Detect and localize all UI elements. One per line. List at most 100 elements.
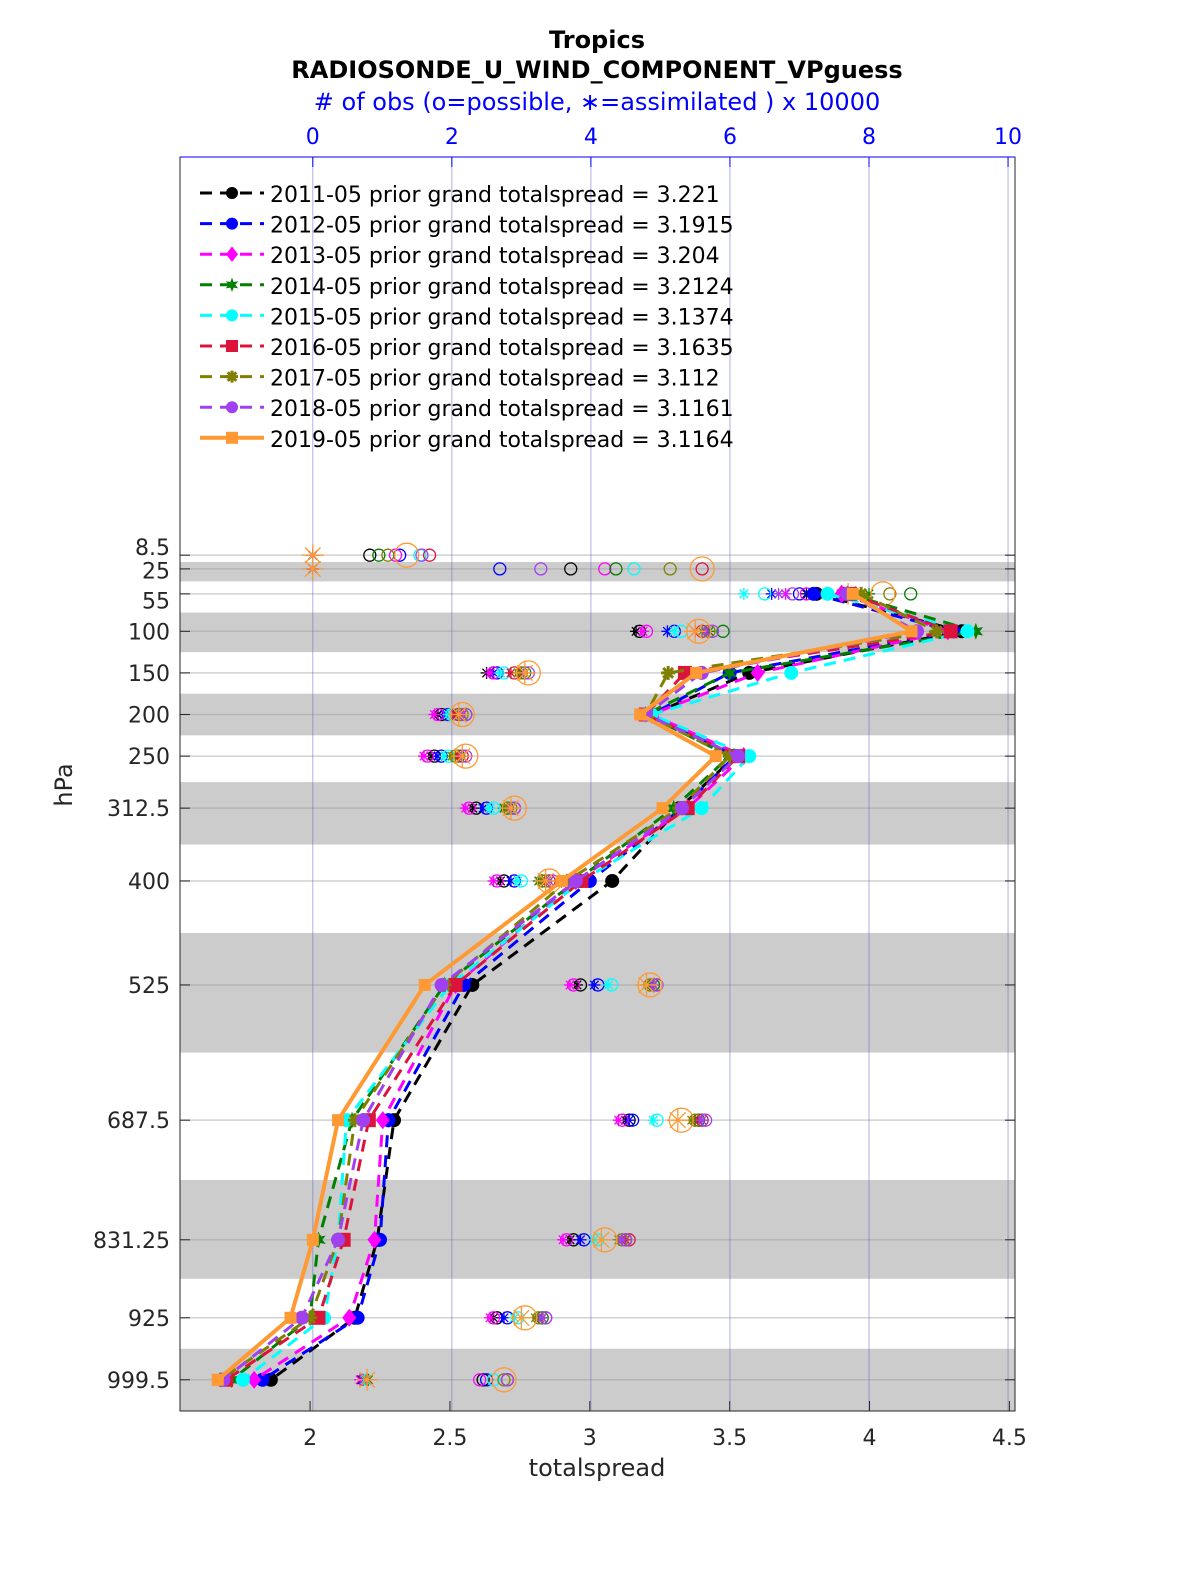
- assimilated-marker: [451, 745, 474, 768]
- marker-square: [690, 666, 703, 679]
- marker-circle: [226, 401, 238, 414]
- assimilated-marker: [623, 1114, 636, 1127]
- axes: 8.52555100150200250312.5400525687.5831.2…: [93, 125, 1027, 1451]
- assimilated-marker: [494, 666, 507, 679]
- possible-obs-marker: [381, 548, 395, 562]
- marker-circle: [434, 977, 449, 992]
- assimilated-marker: [536, 1311, 549, 1324]
- y-tick-label: 8.5: [135, 536, 170, 561]
- assimilated-marker: [574, 1233, 587, 1246]
- data-point: [968, 622, 984, 640]
- assimilated-marker: [588, 978, 601, 991]
- data-point: [960, 624, 975, 639]
- legend-label: 2018-05 prior grand totalspread = 3.1161: [270, 397, 734, 422]
- asterisk-stroke: [638, 626, 648, 637]
- y-tick-label: 150: [128, 662, 170, 687]
- assimilated-marker: [616, 1233, 629, 1246]
- possible-obs-marker: [785, 587, 800, 601]
- data-point: [731, 749, 746, 764]
- asterisk-stroke: [530, 1313, 540, 1323]
- asterisk-stroke: [773, 589, 784, 599]
- shaded-bands: [180, 562, 1015, 1411]
- marker-hexagram: [968, 622, 984, 640]
- asterisk-stroke: [506, 876, 516, 886]
- assimilated-marker: [602, 978, 615, 991]
- asterisk-stroke: [429, 709, 440, 720]
- asterisk-stroke: [488, 876, 499, 886]
- legend-marker: [225, 277, 239, 292]
- shaded-band: [180, 1348, 1015, 1411]
- marker-square: [656, 802, 669, 815]
- assimilated-marker: [564, 978, 577, 991]
- marker-circle: [356, 1113, 371, 1128]
- legend-entry: 2011-05 prior grand totalspread = 3.221: [200, 183, 720, 208]
- legend-entry: 2017-05 prior grand totalspread = 3.112: [200, 367, 720, 392]
- data-point: [255, 1372, 270, 1387]
- data-point: [448, 977, 463, 992]
- x-tick-label: 2.5: [432, 1426, 467, 1451]
- asterisk-stroke: [433, 751, 443, 761]
- assimilated-marker: [510, 1306, 533, 1329]
- marker-square: [226, 431, 238, 444]
- assimilated-marker: [570, 978, 583, 991]
- marker-square: [846, 587, 859, 600]
- x-tick-label: 3.5: [712, 1426, 747, 1451]
- y-tick-label: 400: [128, 870, 170, 895]
- marker-hexagram: [225, 277, 239, 292]
- assimilated-marker: [511, 874, 524, 887]
- data-point: [905, 625, 918, 638]
- data-point: [634, 708, 647, 721]
- possible-obs-marker: [792, 587, 807, 601]
- shaded-band: [180, 693, 1015, 736]
- asterisk-stroke: [499, 1313, 509, 1323]
- data-point: [690, 666, 703, 679]
- asterisk-stroke: [450, 706, 468, 723]
- data-point: [434, 977, 449, 992]
- assimilated-marker: [637, 625, 650, 638]
- legend-entry: 2018-05 prior grand totalspread = 3.1161: [200, 397, 734, 422]
- asterisk-stroke: [669, 626, 680, 637]
- asterisk-stroke: [513, 876, 523, 886]
- y-tick-label: 55: [142, 589, 170, 614]
- asterisk-stroke: [593, 1231, 610, 1249]
- series-line: [230, 592, 977, 1381]
- marker-diamond: [367, 1230, 382, 1249]
- asterisk-stroke: [565, 980, 575, 990]
- asterisk-stroke: [572, 980, 582, 990]
- marker-circle: [675, 801, 690, 816]
- marker-asterisk: [226, 371, 238, 382]
- assimilated-marker: [684, 620, 707, 643]
- possible-obs-marker: [534, 562, 548, 576]
- marker-circle: [742, 749, 757, 764]
- data-point: [331, 1232, 346, 1247]
- data-point: [742, 749, 757, 764]
- legend-label: 2014-05 prior grand totalspread = 3.2124: [270, 275, 734, 300]
- asterisk-stroke: [467, 803, 478, 813]
- assimilated-marker: [356, 1368, 379, 1391]
- assimilated-marker: [459, 802, 472, 815]
- asterisk-stroke: [495, 876, 506, 886]
- assimilated-marker: [590, 1228, 613, 1251]
- possible-obs-marker: [422, 548, 437, 562]
- asterisk-stroke: [502, 799, 520, 817]
- top-axis-label: # of obs (o=possible, ∗=assimilated ) x …: [314, 88, 880, 116]
- asterisk-stroke: [565, 1235, 575, 1245]
- asterisk-stroke: [426, 751, 436, 761]
- marker-circle: [960, 624, 975, 639]
- asterisk-stroke: [537, 1313, 547, 1323]
- marker-circle: [806, 586, 821, 601]
- legend-label: 2011-05 prior grand totalspread = 3.221: [270, 183, 720, 208]
- y-tick-label: 312.5: [107, 797, 170, 822]
- assimilated-marker: [513, 661, 536, 684]
- marker-square: [284, 1311, 297, 1324]
- assimilated-marker: [612, 1114, 625, 1127]
- assimilated-marker: [494, 874, 507, 887]
- possible-obs-marker: [904, 587, 918, 601]
- marker-circle: [731, 749, 746, 764]
- series-8: [211, 587, 918, 1386]
- possible-obs-marker: [689, 556, 715, 582]
- legend: 2011-05 prior grand totalspread = 3.221 2…: [200, 183, 734, 453]
- asterisk-stroke: [686, 623, 704, 640]
- possible-obs-marker: [491, 1367, 517, 1393]
- marker-circle: [331, 1232, 346, 1247]
